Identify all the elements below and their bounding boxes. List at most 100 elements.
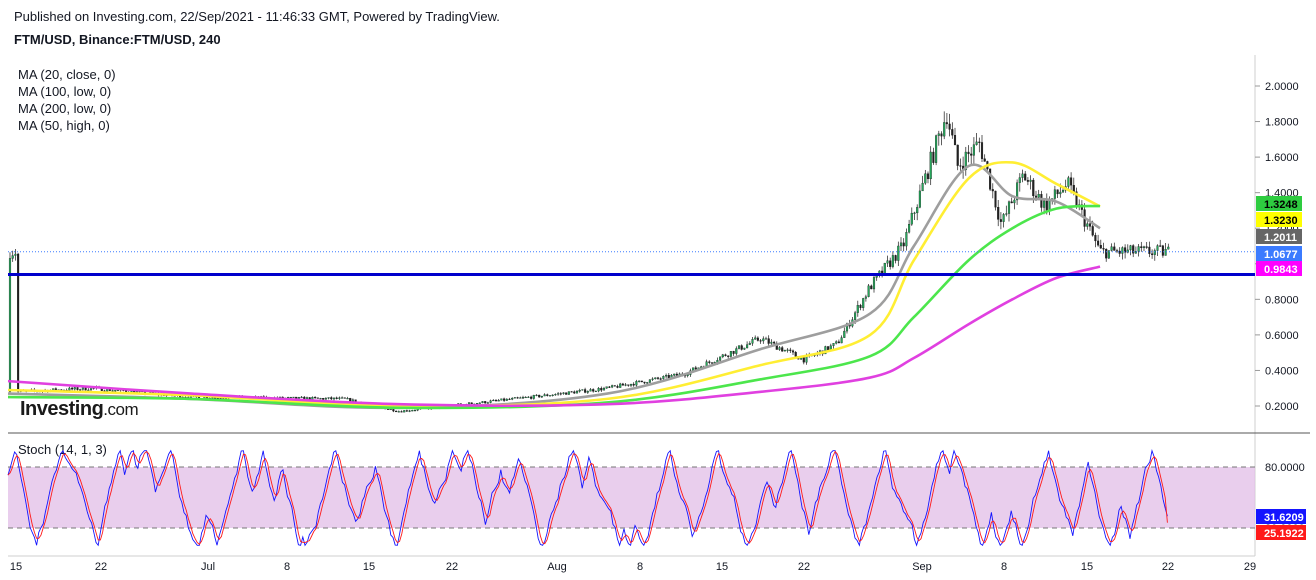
candle-body [1137,246,1140,252]
candle-body [1072,185,1075,192]
price-tick-label: 0.8000 [1265,294,1299,306]
candle-body [924,173,927,184]
logo-suffix: .com [103,400,139,419]
legend-ma200[interactable]: MA (200, low, 0) [18,101,112,116]
candle-body [1099,245,1102,249]
price-tag-value: 1.3248 [1264,199,1298,211]
stoch-tag-value: 25.1922 [1264,528,1304,540]
candle-body [905,232,908,247]
candle-body [640,380,643,383]
candle-body [789,349,792,351]
candle-body [972,144,975,156]
legend-ma20[interactable]: MA (20, close, 0) [18,67,116,82]
candles-group [8,111,1170,413]
price-tag-bg [1256,261,1302,276]
candle-body [635,381,638,386]
candle-body [889,260,892,267]
candle-body [837,341,840,344]
candle-body [1013,199,1016,204]
candle-body [773,341,776,344]
candle-body [719,356,722,361]
candle-body [729,351,732,357]
candle-body [408,410,411,412]
candle-body [883,262,886,274]
candle-body [616,386,619,388]
candle-body [945,122,948,125]
candle-body [1037,194,1040,198]
candle-body [8,258,12,392]
candle-body [659,378,662,380]
candle-body [332,397,336,400]
candle-body [1007,201,1011,214]
candle-body [629,383,633,386]
candle-body [1153,250,1156,255]
candle-body [602,388,606,391]
candle-body [476,403,479,405]
price-tag-value: 1.3230 [1264,215,1298,227]
candle-body [967,151,970,155]
legend-ma100[interactable]: MA (100, low, 0) [18,84,112,99]
candle-body [1140,246,1143,249]
candle-body [864,296,867,299]
candle-body [478,402,481,404]
candle-body [762,338,765,342]
candle-body [1016,182,1019,201]
candle-body [1059,191,1062,195]
candle-body [916,207,919,214]
candle-body [538,394,541,398]
candle-body [411,410,414,412]
stoch-legend[interactable]: Stoch (14, 1, 3) [18,442,107,457]
candle-body [500,398,503,401]
candle-body [508,398,511,400]
candle-body [1151,253,1154,255]
candle-body [565,392,568,395]
candle-body [289,396,292,399]
candle-body [783,349,786,352]
candle-body [843,330,846,338]
candle-body [827,346,830,351]
candle-body [732,351,735,354]
candle-body [662,376,665,379]
candle-body [624,384,627,386]
candle-body [1029,179,1032,182]
candle-body [76,387,79,390]
candle-body [395,410,398,413]
candle-body [656,377,660,379]
time-tick-label: Sep [912,561,932,573]
time-tick-label: 8 [284,561,290,573]
candle-body [1156,245,1159,251]
candle-body [397,411,400,413]
candle-body [575,391,579,394]
candle-body [1056,189,1059,195]
candle-body [891,255,894,267]
candle-body [627,384,630,386]
candle-body [654,377,657,380]
ma-line-ma-20-close-0 [7,163,1101,410]
candle-body [759,340,762,342]
candle-body [1159,245,1162,247]
candle-body [513,397,516,399]
candle-body [1132,245,1135,254]
candle-body [87,389,90,391]
candle-body [1005,213,1008,215]
legend-ma50[interactable]: MA (50, high, 0) [18,118,110,133]
candle-body [1088,223,1092,227]
candle-body [405,410,408,412]
candle-body [1002,214,1005,222]
candle-body [114,390,117,392]
candle-body [1167,246,1170,250]
candle-body [1134,251,1137,254]
candle-body [667,375,670,379]
candle-body [470,402,473,405]
candle-body [856,305,859,313]
symbol-title: FTM/USD, Binance:FTM/USD, 240 [14,32,221,47]
candle-body [943,122,946,137]
stoch-tag-bg [1256,525,1306,540]
candle-body [497,400,500,402]
candle-body [311,396,314,400]
candle-body [964,151,967,171]
candle-body [503,398,506,401]
candle-body [484,401,487,404]
candle-body [562,392,565,394]
